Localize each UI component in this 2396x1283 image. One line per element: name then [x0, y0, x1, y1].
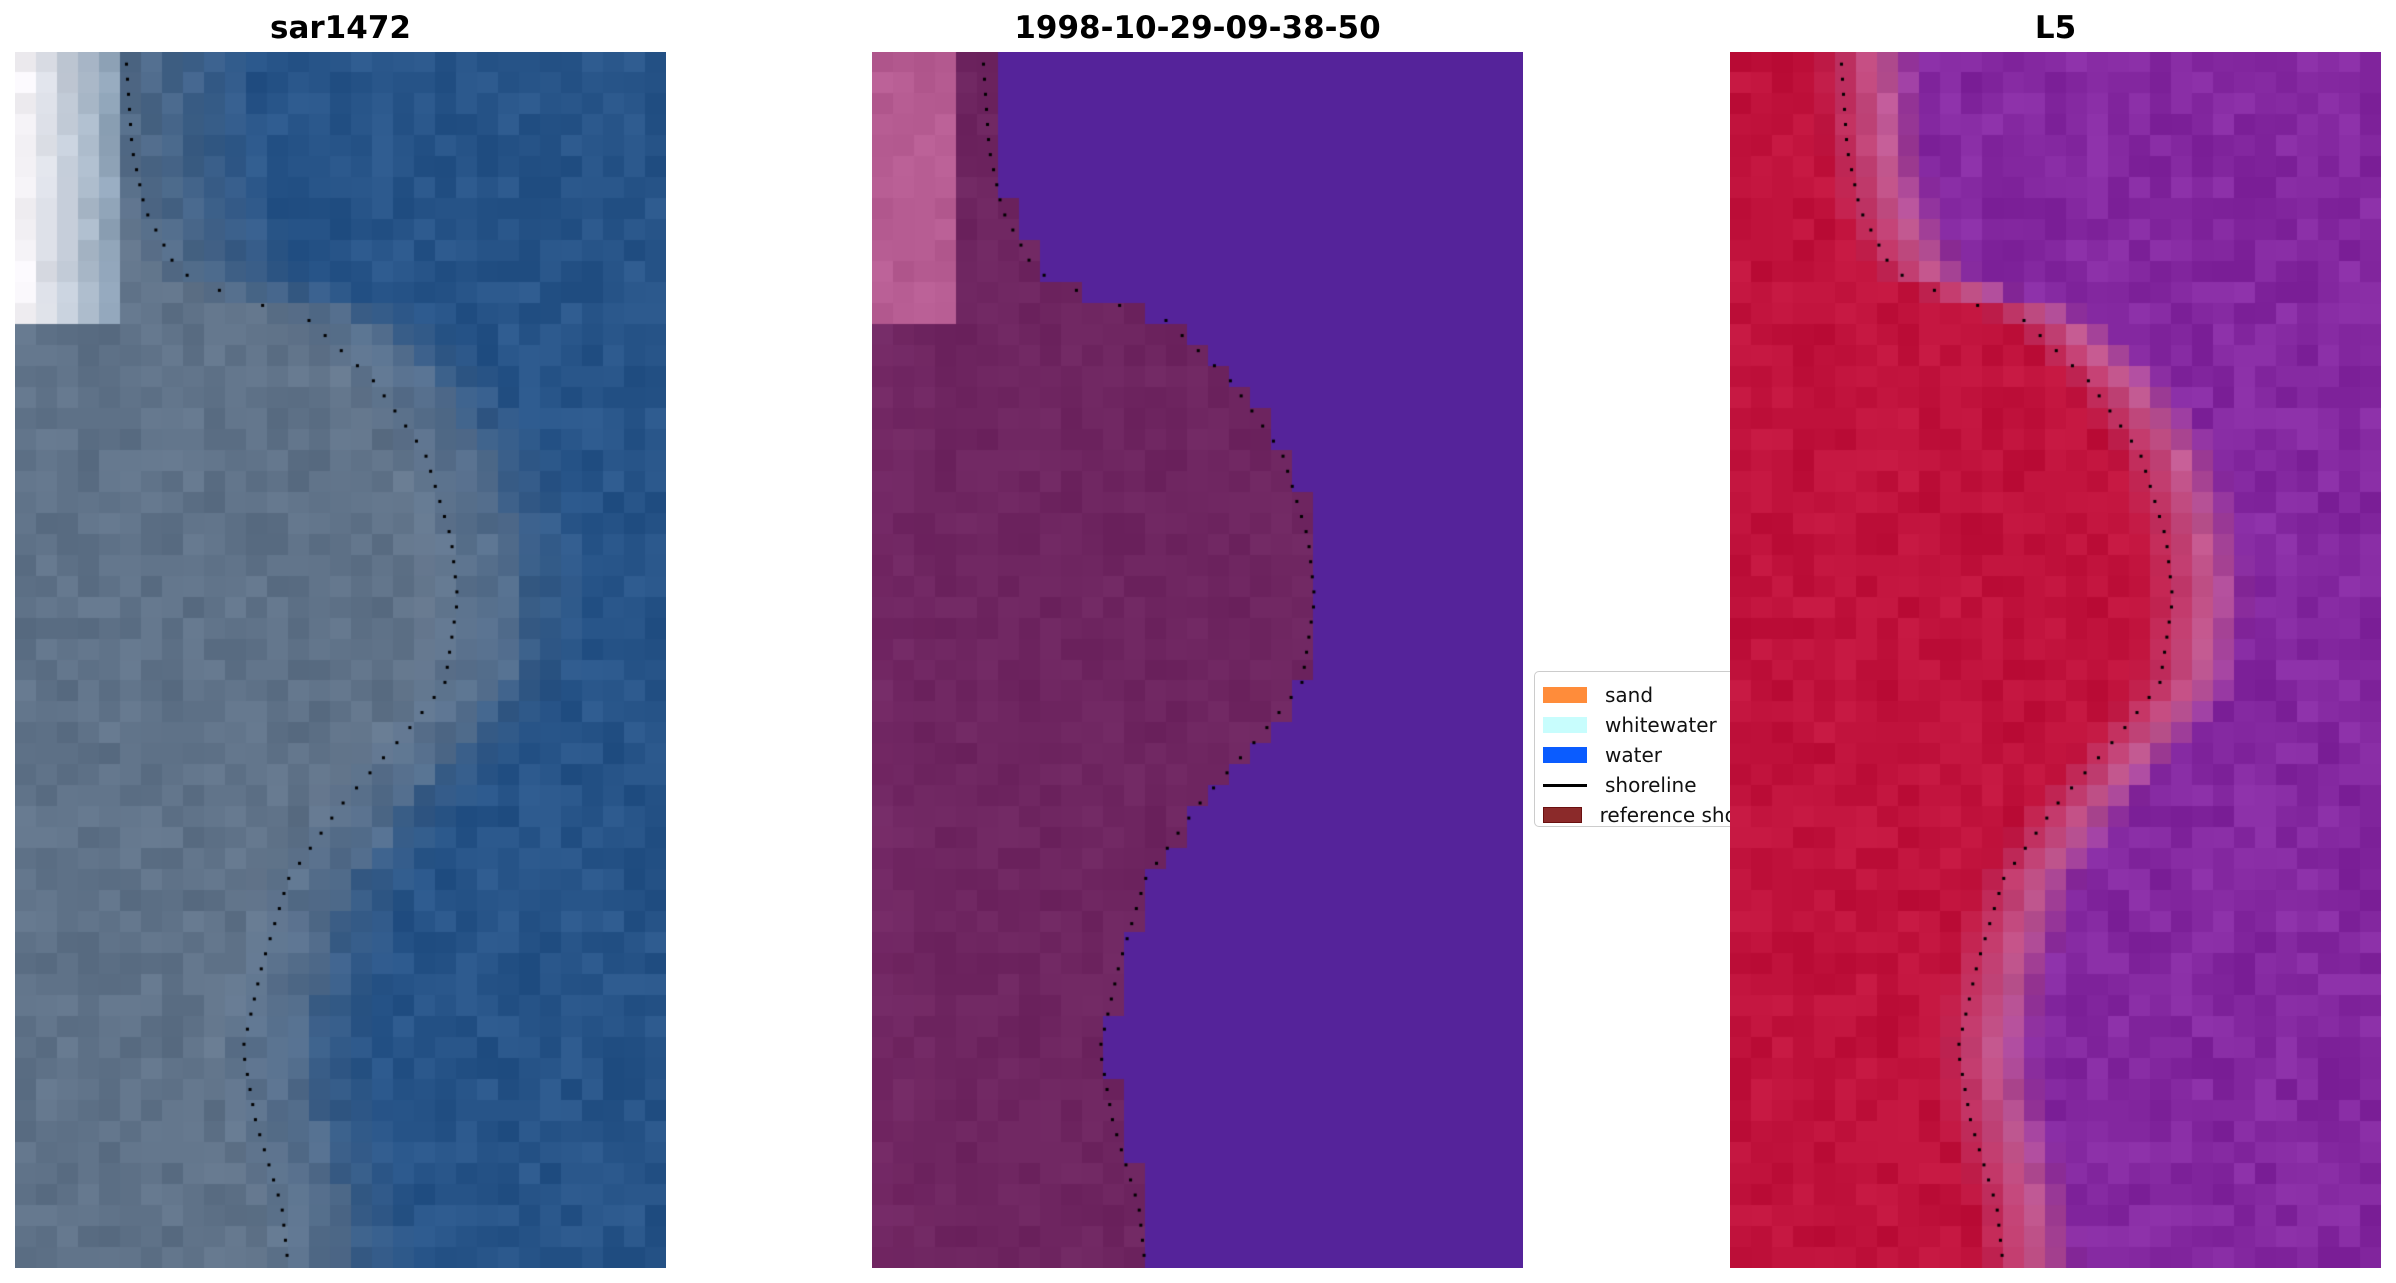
legend-label: sand	[1605, 683, 1654, 707]
index-image-panel	[1730, 52, 2381, 1268]
whitewater-swatch	[1543, 717, 1587, 733]
legend-label: whitewater	[1605, 713, 1717, 737]
legend-label: shoreline	[1605, 773, 1697, 797]
panel-title-classified: 1998-10-29-09-38-50	[1014, 10, 1381, 46]
rgb-image-panel	[15, 52, 666, 1268]
classified-image-panel	[872, 52, 1523, 1268]
water-swatch	[1543, 747, 1587, 763]
shoreline-line-swatch	[1543, 783, 1587, 787]
legend-label: water	[1605, 743, 1662, 767]
sand-swatch	[1543, 687, 1587, 703]
legend-item-shoreline: shoreline	[1543, 770, 1793, 800]
legend-item-whitewater: whitewater	[1543, 710, 1793, 740]
reference-shoreline-swatch	[1543, 807, 1582, 823]
legend-item-water: water	[1543, 740, 1793, 770]
panel-title-rgb: sar1472	[270, 10, 411, 46]
panel-title-index: L5	[2034, 10, 2077, 46]
legend-item-sand: sand	[1543, 680, 1793, 710]
